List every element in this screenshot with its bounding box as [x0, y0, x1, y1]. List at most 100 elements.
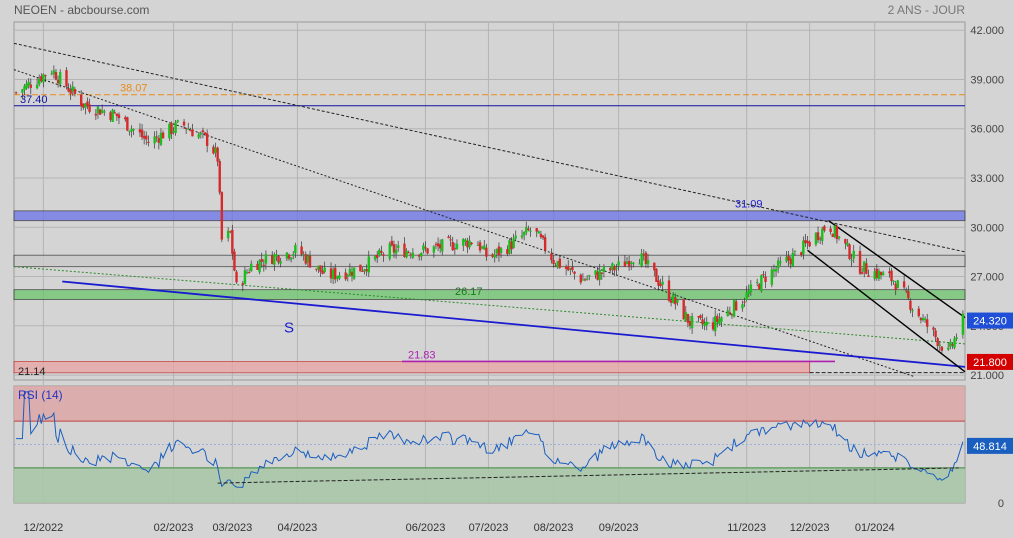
candle-body	[447, 236, 450, 239]
candle-body	[940, 346, 944, 351]
candle-body	[289, 257, 293, 260]
candle-body	[14, 92, 18, 94]
candle-body	[403, 243, 406, 258]
candle-body	[638, 263, 641, 265]
rsi-series-line	[16, 391, 964, 488]
candle-body	[785, 256, 788, 262]
rsi-bands	[14, 386, 965, 503]
candle-body	[71, 86, 74, 92]
candle-body	[911, 309, 914, 312]
candle-body	[273, 254, 276, 265]
candle-body	[308, 255, 312, 268]
candle-body	[653, 262, 656, 271]
candle-body	[176, 120, 179, 122]
candle-body	[821, 228, 824, 242]
candle-body	[174, 122, 177, 134]
candle-body	[96, 106, 100, 114]
candle-body	[877, 270, 881, 279]
candle-body	[271, 255, 274, 264]
candle-body	[642, 254, 646, 256]
candle-body	[760, 275, 763, 292]
candle-body	[550, 253, 553, 261]
candle-body	[44, 75, 47, 77]
candle-body	[951, 344, 954, 346]
candle-body	[128, 130, 131, 132]
candle-body	[203, 132, 207, 135]
candle-body	[758, 284, 761, 290]
candle-body	[495, 248, 499, 254]
candle-body	[747, 291, 750, 294]
candle-body	[411, 252, 415, 258]
candle-body	[480, 247, 484, 249]
candle-body	[716, 316, 719, 322]
candle-body	[539, 233, 543, 238]
candle-body	[100, 110, 104, 113]
candle-body	[617, 261, 620, 266]
candle-body	[850, 259, 853, 261]
candle-body	[598, 270, 601, 280]
candle-body	[201, 130, 205, 132]
candle-body	[392, 244, 396, 253]
candle-body	[779, 261, 782, 264]
candle-body	[388, 243, 391, 259]
candle-body	[837, 236, 841, 239]
candle-body	[873, 271, 876, 279]
candle-body	[191, 129, 194, 137]
candle-body	[258, 259, 261, 273]
candle-body	[527, 228, 530, 231]
y-tick-label: 30.000	[970, 222, 1004, 234]
candle-body	[697, 316, 700, 318]
candle-body	[732, 299, 736, 317]
candle-body	[73, 89, 77, 95]
candle-body	[113, 112, 116, 114]
candle-body	[79, 94, 83, 107]
x-tick-label: 06/2023	[406, 522, 446, 534]
candle-body	[867, 275, 870, 277]
candle-body	[613, 266, 616, 271]
candle-body	[292, 254, 295, 256]
candle-body	[686, 313, 690, 323]
candle-body	[953, 338, 956, 348]
candle-body	[852, 250, 855, 259]
candle-body	[905, 290, 908, 292]
candle-body	[902, 281, 906, 288]
candle-body	[170, 122, 173, 135]
candle-body	[711, 322, 715, 330]
candle-body	[640, 253, 643, 267]
candle-body	[260, 259, 263, 262]
candle-body	[615, 267, 618, 269]
candle-body	[331, 269, 335, 279]
candle-body	[955, 337, 958, 340]
candle-body	[907, 291, 910, 299]
candle-body	[52, 70, 56, 75]
x-tick-label: 01/2024	[855, 522, 895, 534]
candle-body	[262, 264, 266, 266]
candle-body	[846, 242, 849, 246]
candle-body	[229, 231, 232, 233]
candle-body	[300, 246, 303, 255]
candle-body	[279, 261, 282, 264]
x-tick-label: 07/2023	[469, 522, 509, 534]
candle-body	[420, 252, 423, 257]
candle-body	[755, 281, 759, 284]
candle-body	[94, 113, 98, 116]
candle-body	[558, 258, 562, 268]
candle-body	[103, 111, 106, 113]
candle-body	[814, 232, 818, 245]
candle-body	[818, 238, 822, 240]
candle-body	[438, 244, 442, 249]
candle-body	[275, 254, 278, 257]
candle-body	[132, 129, 135, 131]
candle-body	[29, 84, 32, 88]
candle-body	[728, 312, 732, 314]
level-label: 31.09	[735, 198, 763, 210]
candle-body	[863, 261, 866, 272]
candle-body	[671, 294, 675, 303]
candle-body	[256, 263, 259, 270]
candle-body	[478, 242, 482, 251]
candle-body	[745, 292, 748, 300]
candle-body	[424, 247, 427, 249]
candle-body	[485, 247, 488, 257]
candle-body	[441, 239, 444, 252]
